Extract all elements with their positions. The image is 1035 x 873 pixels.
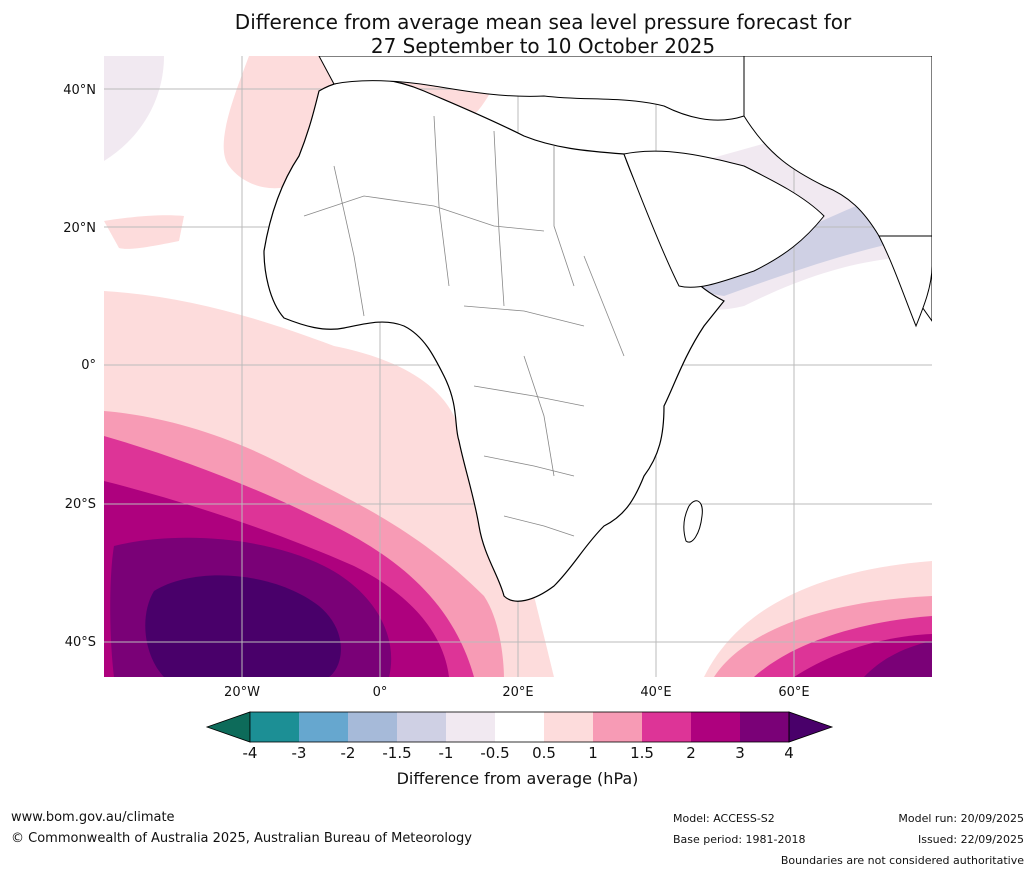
colorbar-tick-label: -2 [340, 744, 356, 762]
title-line-1: Difference from average mean sea level p… [234, 10, 852, 34]
colorbar-swatch [250, 712, 299, 742]
lat-label-40n: 40°N [63, 83, 96, 98]
map-title: Difference from average mean sea level p… [0, 10, 1035, 58]
colorbar-swatch [642, 712, 691, 742]
madagascar [683, 500, 703, 543]
colorbar-tick-label: -0.5 [480, 744, 510, 762]
contour-neg0.5-west [104, 56, 164, 161]
colorbar-tick-label: 1 [588, 744, 598, 762]
arabia-coast [623, 150, 825, 288]
lon-label-60e: 60°E [778, 685, 810, 700]
colorbar [205, 711, 834, 743]
lon-label-40e: 40°E [640, 685, 672, 700]
india-coast [878, 235, 932, 328]
colorbar-swatch [397, 712, 446, 742]
lon-label-20w: 20°W [224, 685, 260, 700]
lat-label-20s: 20°S [64, 497, 96, 512]
colorbar-tick-label: -4 [242, 744, 258, 762]
lat-label-40s: 40°S [64, 635, 96, 650]
colorbar-tick-label: 0.5 [532, 744, 556, 762]
issued-date: Issued: 22/09/2025 [917, 833, 1024, 846]
contour-4-south-atlantic [145, 575, 341, 677]
colorbar-arrow-low [205, 711, 251, 743]
pressure-anomaly-map [104, 56, 932, 677]
lon-label-20e: 20°E [502, 685, 534, 700]
colorbar-tick-label: 1.5 [630, 744, 654, 762]
colorbar-tick-label: 3 [735, 744, 745, 762]
colorbar-swatch [348, 712, 397, 742]
colorbar-title: Difference from average (hPa) [396, 769, 639, 788]
colorbar-swatch [446, 712, 495, 742]
colorbar-swatch [593, 712, 642, 742]
colorbar-arrow-high [788, 711, 834, 743]
colorbar-tick-label: -1 [438, 744, 454, 762]
colorbar-swatches [205, 711, 834, 743]
copyright-text: © Commonwealth of Australia 2025, Austra… [11, 831, 472, 846]
model-name: Model: ACCESS-S2 [673, 812, 775, 825]
website-link[interactable]: www.bom.gov.au/climate [11, 810, 175, 825]
colorbar-tick-label: 2 [686, 744, 696, 762]
europe-coast [318, 56, 745, 121]
africa-coastline [263, 78, 725, 602]
colorbar-swatch [544, 712, 593, 742]
base-period: Base period: 1981-2018 [673, 833, 806, 846]
lat-label-0: 0° [81, 358, 96, 373]
colorbar-tick-label: -1.5 [382, 744, 412, 762]
colorbar-swatch [740, 712, 789, 742]
colorbar-swatch [495, 712, 544, 742]
colorbar-outline [249, 711, 790, 743]
colorbar-tick-label: -3 [291, 744, 307, 762]
contour-3-south-indian [864, 641, 932, 677]
title-line-2: 27 September to 10 October 2025 [370, 34, 716, 58]
contour-0.5-north-atlantic [104, 215, 184, 249]
lat-label-20n: 20°N [63, 221, 96, 236]
boundaries-disclaimer: Boundaries are not considered authoritat… [780, 854, 1024, 867]
country-borders [303, 115, 625, 537]
map-canvas [104, 56, 932, 677]
model-run-date: Model run: 20/09/2025 [898, 812, 1024, 825]
colorbar-swatch [691, 712, 740, 742]
lon-label-0: 0° [372, 685, 388, 700]
colorbar-swatch [299, 712, 348, 742]
colorbar-tick-label: 4 [784, 744, 794, 762]
